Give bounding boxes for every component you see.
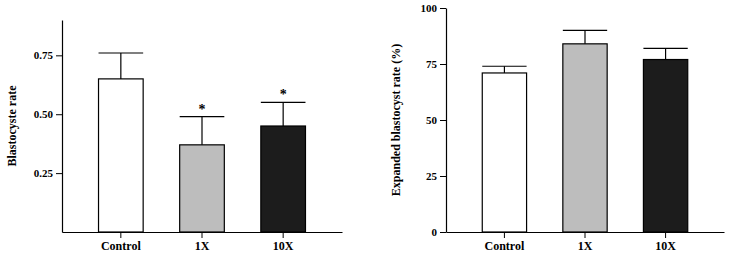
y-axis-title: Blastocyste rate xyxy=(5,85,19,167)
y-tick-mark xyxy=(56,173,62,174)
error-bar xyxy=(563,30,607,43)
error-bar-cap xyxy=(482,66,526,67)
significance-marker: * xyxy=(199,102,206,117)
error-bar-stem xyxy=(665,48,666,59)
error-bar-cap xyxy=(643,48,687,49)
y-tick-label: 25 xyxy=(426,170,438,182)
bar xyxy=(261,126,306,232)
y-axis-line xyxy=(62,21,63,233)
y-tick-mark xyxy=(56,55,62,56)
y-tick-label: 50 xyxy=(426,114,438,126)
y-tick-label: 100 xyxy=(421,2,438,14)
figure: 0.25 0.50 0.75 Control 1X 10X Blastocyste rate… xyxy=(0,0,730,262)
bar xyxy=(482,73,526,232)
y-tick-label: 0.25 xyxy=(34,167,54,179)
y-tick-mark xyxy=(440,8,446,9)
error-bar-cap xyxy=(99,52,144,53)
x-tick-mark xyxy=(202,232,203,238)
x-tick-label: 1X xyxy=(195,239,210,253)
y-tick-mark xyxy=(440,120,446,121)
x-tick: 1X xyxy=(578,232,593,253)
bar xyxy=(99,79,144,232)
error-bar-stem xyxy=(584,30,585,43)
y-tick-mark xyxy=(56,114,62,115)
significance-marker: * xyxy=(280,87,287,102)
x-axis: Control 1X 10X xyxy=(63,232,343,253)
x-tick-mark xyxy=(585,232,586,238)
y-tick-mark xyxy=(440,232,446,233)
x-tick-label: Control xyxy=(101,239,141,253)
y-tick-label: 0.75 xyxy=(34,49,54,61)
bar xyxy=(563,44,607,232)
bar xyxy=(180,145,225,232)
error-bar xyxy=(99,53,144,79)
bar xyxy=(643,60,687,232)
y-tick-label: 0.50 xyxy=(34,108,54,120)
error-bar xyxy=(643,48,687,59)
x-tick-mark xyxy=(120,232,121,238)
error-bar-stem xyxy=(201,117,202,145)
error-bar-stem xyxy=(283,102,284,126)
x-tick-label: 10X xyxy=(273,239,294,253)
y-tick: 50 xyxy=(426,114,446,126)
x-tick-mark xyxy=(665,232,666,238)
x-tick-label: 1X xyxy=(578,239,593,253)
x-tick-mark xyxy=(283,232,284,238)
error-bar-cap xyxy=(563,30,607,31)
plot-area xyxy=(482,30,687,232)
chart: 0 25 50 75 100 Control 1X 10X Expanded blastocys… xyxy=(389,2,725,253)
error-bar xyxy=(482,66,526,73)
y-tick-mark xyxy=(440,64,446,65)
y-axis-title: Expanded blastocyst rate (%) xyxy=(389,44,403,196)
y-tick: 0.75 xyxy=(34,49,62,61)
chart: 0.25 0.50 0.75 Control 1X 10X Blastocyste rate… xyxy=(5,21,343,253)
y-tick: 0 xyxy=(432,226,447,238)
y-tick: 0.50 xyxy=(34,108,62,120)
error-bar-stem xyxy=(504,66,505,73)
error-bar xyxy=(180,117,225,145)
x-tick: 1X xyxy=(195,232,210,253)
y-axis: 0 25 50 75 100 xyxy=(421,2,447,238)
y-tick-label: 0 xyxy=(432,226,438,238)
x-tick: 10X xyxy=(273,232,294,253)
error-bar xyxy=(261,102,306,126)
y-tick-mark xyxy=(440,176,446,177)
x-tick: Control xyxy=(485,232,525,253)
x-tick-label: 10X xyxy=(655,239,676,253)
y-tick: 0.25 xyxy=(34,167,62,179)
x-tick: Control xyxy=(101,232,141,253)
y-tick: 100 xyxy=(421,2,447,14)
y-tick: 75 xyxy=(426,58,446,70)
error-bar-stem xyxy=(120,53,121,79)
x-tick-mark xyxy=(504,232,505,238)
y-tick-label: 75 xyxy=(426,58,438,70)
x-axis: Control 1X 10X xyxy=(447,232,725,253)
y-tick: 25 xyxy=(426,170,446,182)
plot-area xyxy=(99,53,306,232)
y-axis-line xyxy=(446,9,447,233)
x-tick-label: Control xyxy=(485,239,525,253)
x-tick: 10X xyxy=(655,232,676,253)
y-axis: 0.25 0.50 0.75 xyxy=(34,21,63,233)
